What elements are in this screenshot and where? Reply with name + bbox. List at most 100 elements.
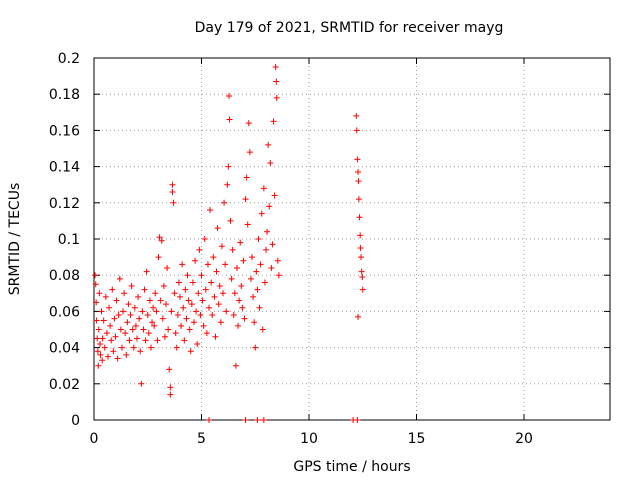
y-tick-label: 0.02	[49, 377, 80, 393]
data-point	[195, 290, 202, 297]
axis-ticks	[93, 57, 610, 421]
data-point	[220, 290, 226, 297]
data-point	[268, 264, 275, 271]
data-point	[171, 290, 178, 297]
data-point	[166, 366, 173, 373]
data-point	[242, 417, 249, 423]
data-point	[127, 312, 134, 319]
data-point	[99, 357, 106, 364]
data-point	[100, 317, 107, 324]
data-point	[236, 297, 243, 304]
data-point	[232, 362, 239, 369]
data-point	[116, 275, 123, 282]
data-point	[258, 210, 265, 217]
data-point	[122, 330, 129, 337]
data-points	[92, 64, 366, 423]
data-point	[170, 199, 177, 206]
data-point	[227, 217, 234, 224]
data-point	[211, 293, 218, 300]
data-point	[111, 315, 118, 322]
data-point	[224, 181, 231, 188]
data-point	[110, 348, 117, 355]
data-point	[206, 304, 213, 311]
data-point	[188, 301, 195, 308]
data-point	[247, 275, 254, 282]
data-point	[353, 112, 360, 119]
data-point	[210, 254, 217, 261]
y-axis-label: SRMTID / TECUs	[7, 183, 23, 296]
data-point	[212, 333, 219, 340]
data-point	[167, 391, 174, 398]
data-point	[263, 246, 269, 253]
data-point	[185, 297, 192, 304]
data-point	[209, 312, 216, 319]
data-point	[194, 340, 201, 347]
data-point	[273, 78, 280, 85]
data-point	[257, 261, 264, 268]
y-tick-labels: 0 0.02 0.04 0.06 0.08 0.1 0.12 0.14 0.16 0.18 0.2	[49, 51, 80, 429]
data-point	[255, 236, 262, 242]
data-point	[359, 286, 366, 293]
x-axis-label: GPS time / hours	[293, 459, 410, 475]
data-point	[117, 326, 124, 333]
data-point	[107, 322, 114, 329]
data-point	[94, 348, 101, 355]
data-point	[130, 344, 137, 351]
data-point	[153, 308, 160, 315]
data-point	[353, 127, 360, 134]
data-point	[132, 322, 139, 329]
data-point	[129, 326, 136, 333]
data-point	[260, 185, 267, 192]
data-point	[244, 221, 251, 228]
data-point	[266, 203, 273, 210]
y-tick-label: 0.08	[49, 268, 80, 284]
data-point	[201, 236, 208, 242]
data-point	[165, 326, 172, 333]
data-point	[270, 118, 277, 125]
data-point	[141, 286, 148, 293]
data-point	[243, 174, 250, 181]
data-point	[159, 315, 166, 322]
data-point	[167, 384, 174, 391]
data-point	[93, 299, 100, 306]
data-point	[203, 330, 210, 337]
data-point	[125, 301, 132, 308]
data-point	[261, 279, 268, 286]
data-point	[237, 239, 244, 246]
data-point	[190, 319, 197, 326]
data-point	[142, 337, 149, 344]
data-point	[354, 417, 361, 423]
data-point	[260, 417, 267, 423]
data-point	[251, 319, 258, 326]
data-point	[104, 353, 111, 360]
y-tick-label: 0.12	[49, 196, 80, 212]
data-point	[233, 264, 240, 271]
y-tick-label: 0.2	[58, 51, 80, 67]
data-point	[235, 322, 242, 329]
data-point	[250, 293, 257, 300]
data-point	[158, 237, 165, 244]
data-point	[169, 188, 176, 195]
data-point	[196, 246, 203, 253]
data-point	[241, 315, 248, 322]
data-point	[164, 264, 171, 271]
data-point	[156, 234, 163, 241]
data-point	[202, 286, 209, 293]
data-point	[181, 337, 188, 344]
data-point	[97, 340, 104, 347]
data-point	[358, 254, 365, 261]
data-point	[240, 257, 247, 264]
data-point	[177, 293, 183, 300]
data-point	[354, 156, 361, 163]
y-tick-label: 0.16	[49, 123, 80, 139]
data-point	[101, 344, 108, 351]
data-point	[256, 304, 263, 311]
data-point	[273, 94, 280, 101]
data-point	[182, 286, 189, 293]
x-tick-label: 10	[300, 431, 318, 447]
grid-vertical-lines	[201, 58, 525, 420]
data-point	[187, 348, 194, 355]
data-point	[94, 335, 101, 342]
data-point	[150, 304, 157, 311]
